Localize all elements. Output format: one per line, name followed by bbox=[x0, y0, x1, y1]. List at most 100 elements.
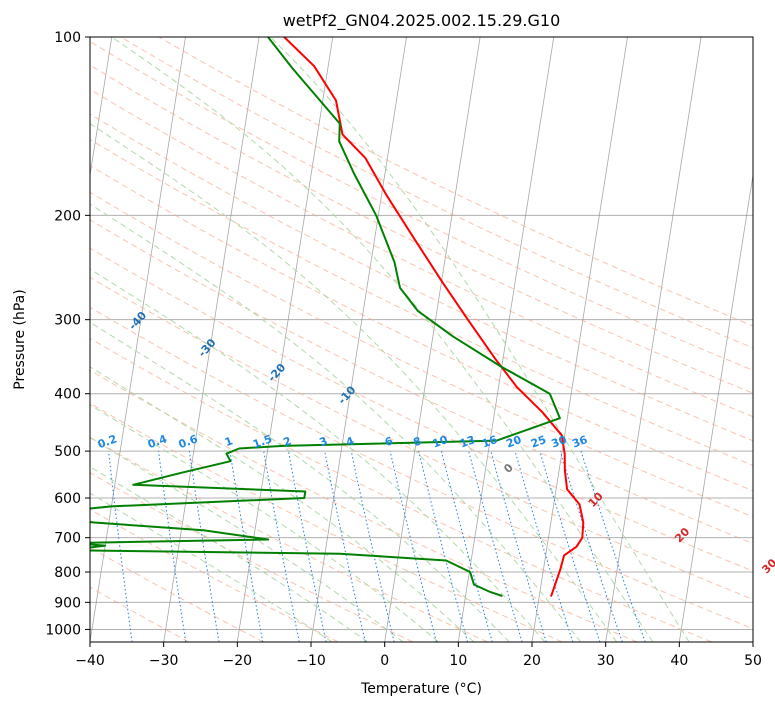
y-tick-label: 700 bbox=[54, 531, 81, 547]
moist-adiabat-label: 20 bbox=[672, 525, 692, 545]
mixing-ratio-line bbox=[288, 451, 327, 642]
mixing-ratio-label: 3 bbox=[318, 434, 330, 449]
isotherm-line bbox=[457, 37, 555, 642]
isotherm-line bbox=[752, 639, 753, 642]
mixing-ratio-line bbox=[580, 450, 646, 642]
x-tick-label: 30 bbox=[597, 653, 615, 669]
plot-frame bbox=[89, 36, 754, 643]
mixing-ratio-label: 30 bbox=[550, 433, 569, 451]
dry-adiabat-line bbox=[90, 191, 753, 518]
mixing-ratio-label: 20 bbox=[504, 433, 523, 451]
isotherm-label: -40 bbox=[126, 309, 149, 333]
moist-adiabat-line bbox=[90, 268, 546, 642]
mixing-ratio-label: 6 bbox=[383, 434, 395, 449]
mixing-ratio-label: 25 bbox=[529, 433, 548, 450]
x-tick-label: 0 bbox=[380, 653, 389, 669]
dry-adiabat-line bbox=[90, 247, 753, 572]
y-axis-label: Pressure (hPa) bbox=[12, 289, 28, 389]
x-tick-label: 10 bbox=[449, 653, 467, 669]
x-tick-label: −40 bbox=[75, 653, 105, 669]
dry-adiabat-line bbox=[90, 306, 753, 630]
mixing-ratio-line bbox=[539, 450, 601, 642]
moist-adiabat-line bbox=[111, 37, 654, 642]
dry-adiabat-line bbox=[90, 113, 753, 442]
moist-adiabat-line bbox=[90, 466, 368, 642]
dry-adiabat-line bbox=[90, 276, 753, 601]
mixing-ratio-label: 16 bbox=[480, 433, 499, 451]
profile-lines bbox=[90, 37, 585, 597]
mixing-ratio-line bbox=[324, 451, 366, 642]
mixing-ratio-label: 2 bbox=[281, 434, 293, 449]
y-tick-label: 900 bbox=[54, 595, 81, 611]
isotherm-line bbox=[236, 37, 334, 642]
moist-adiabat-line bbox=[270, 37, 690, 642]
mixing-ratio-label: 0.4 bbox=[146, 432, 169, 451]
y-tick-label: 800 bbox=[54, 565, 81, 581]
mixing-ratio-line bbox=[188, 451, 220, 642]
moist-adiabat-label: 10 bbox=[586, 490, 606, 510]
dry-adiabat-line bbox=[90, 40, 753, 371]
isotherm-label: -20 bbox=[265, 361, 288, 385]
moist-adiabat-line bbox=[90, 321, 510, 642]
x-tick-label: −30 bbox=[149, 653, 179, 669]
mixing-ratio-label: 0.2 bbox=[96, 432, 119, 451]
mixing-ratio-label: 10 bbox=[431, 433, 450, 451]
mixing-ratio-line bbox=[389, 450, 437, 642]
dry-adiabat-line bbox=[90, 219, 753, 545]
isotherm-line bbox=[678, 172, 753, 642]
x-tick-label: 50 bbox=[744, 653, 762, 669]
mixing-ratio-line bbox=[468, 450, 523, 642]
y-tick-label: 200 bbox=[54, 208, 81, 224]
mixing-ratio-line bbox=[418, 450, 468, 642]
mixing-ratio-label: 4 bbox=[344, 434, 356, 449]
chart-title: wetPf2_GN04.2025.002.15.29.G10 bbox=[283, 11, 561, 31]
isotherm-line bbox=[605, 37, 702, 642]
axes: −40 −30 −20 −10 0 10 20 30 40 5010020030040050060… bbox=[45, 30, 762, 669]
x-tick-label: −10 bbox=[296, 653, 326, 669]
mixing-ratio-line bbox=[559, 450, 623, 642]
mixing-ratio-line bbox=[514, 450, 574, 642]
moist-adiabat-label: 0 bbox=[501, 461, 516, 476]
moist-adiabat-line bbox=[90, 203, 582, 642]
mixing-ratio-line bbox=[490, 450, 547, 642]
isotherm-line bbox=[384, 37, 481, 642]
y-tick-label: 600 bbox=[54, 491, 81, 507]
isotherm-line bbox=[310, 37, 407, 642]
y-tick-label: 100 bbox=[54, 30, 81, 46]
dry-adiabat-line bbox=[90, 369, 638, 642]
dry-adiabat-line bbox=[120, 37, 753, 349]
y-tick-label: 1000 bbox=[45, 622, 81, 638]
mixing-ratio-line bbox=[440, 450, 493, 642]
isotherm-line bbox=[90, 37, 186, 642]
dry-adiabat-line bbox=[90, 436, 488, 642]
y-tick-label: 500 bbox=[54, 444, 81, 460]
mixing-ratio-line bbox=[158, 451, 187, 642]
mixing-ratio-label: 36 bbox=[570, 433, 589, 451]
dry-adiabat-line bbox=[90, 164, 753, 492]
isotherm-line bbox=[531, 37, 628, 642]
x-tick-label: 20 bbox=[523, 653, 541, 669]
mixing-ratio-label: 1 bbox=[223, 434, 235, 449]
dewpoint-profile bbox=[90, 37, 561, 597]
y-tick-label: 300 bbox=[54, 313, 81, 329]
isotherm-label: -30 bbox=[196, 336, 219, 360]
moist-adiabat-line bbox=[90, 366, 475, 642]
mixing-ratio-label: 0.6 bbox=[177, 432, 200, 451]
moist-adiabat-line bbox=[90, 437, 404, 642]
dry-adiabat-line bbox=[90, 508, 339, 642]
isotherm-label: -10 bbox=[335, 383, 358, 407]
dry-adiabat-line bbox=[90, 402, 563, 642]
dry-adiabat-line bbox=[90, 546, 264, 642]
isotherm-line bbox=[90, 37, 113, 178]
mixing-ratio-label: 1.5 bbox=[251, 432, 274, 451]
mixing-ratio-line bbox=[229, 451, 264, 642]
x-tick-label: −20 bbox=[223, 653, 253, 669]
mixing-ratio-label: 8 bbox=[412, 434, 424, 449]
mixing-ratio-line bbox=[108, 451, 133, 642]
x-axis-label: Temperature (°C) bbox=[360, 681, 482, 697]
moist-adiabat-label: 30 bbox=[759, 556, 775, 576]
mixing-ratio-label: 13 bbox=[458, 433, 477, 450]
background-lines bbox=[90, 37, 753, 642]
x-tick-label: 40 bbox=[670, 653, 688, 669]
